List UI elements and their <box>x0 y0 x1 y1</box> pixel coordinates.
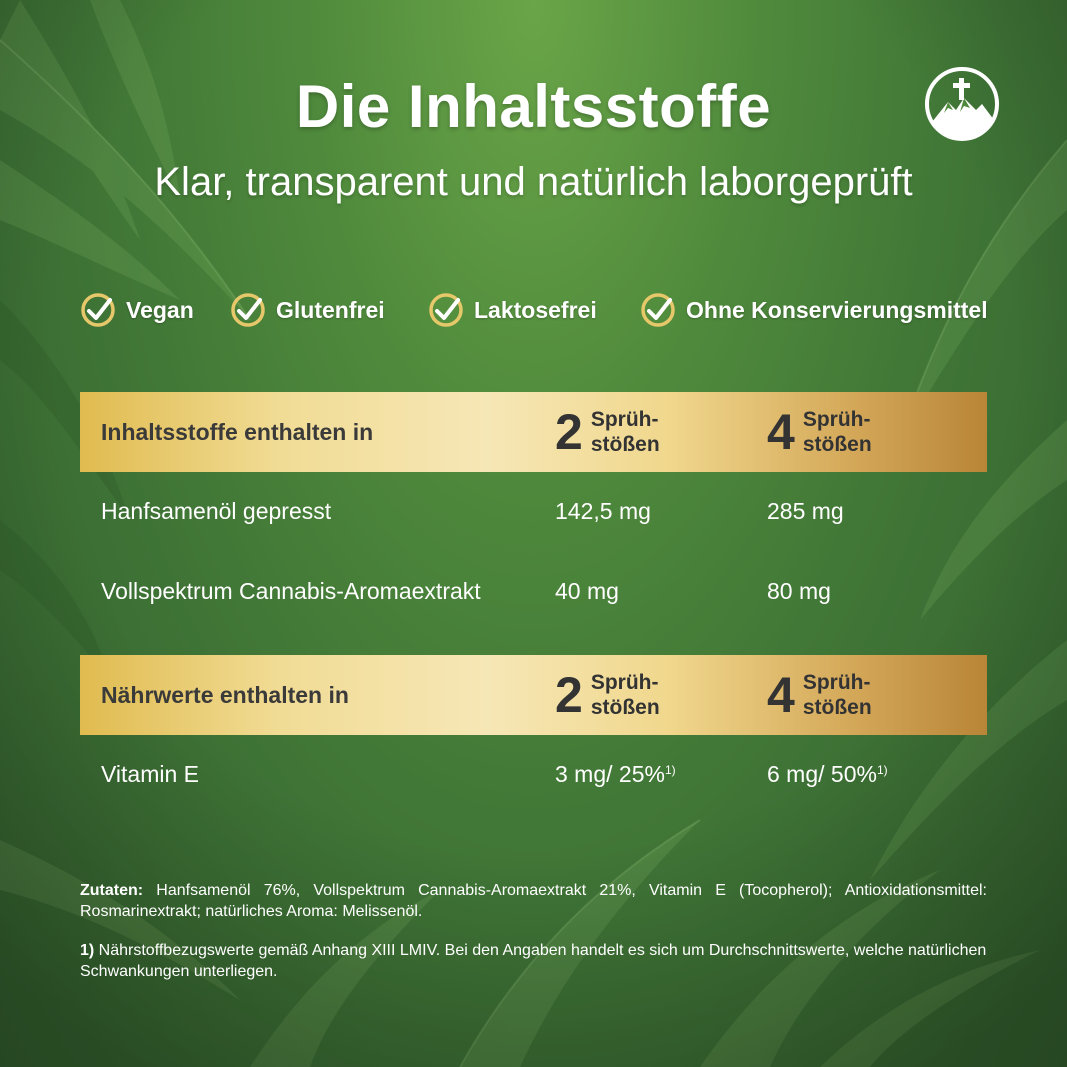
dose-unit: Sprüh-stößen <box>802 671 872 719</box>
dose-column-2: 2 Sprüh-stößen <box>555 392 660 472</box>
ingredient-name: Vollspektrum Cannabis-Aromaextrakt <box>101 578 481 604</box>
nutrients-table-header: Nährwerte enthalten in 2 Sprüh-stößen 4 … <box>80 655 987 735</box>
nutrients-header-label: Nährwerte enthalten in <box>101 682 349 708</box>
page-title: Die Inhaltsstoffe <box>295 73 772 140</box>
value-4-sprays: 80 mg <box>767 578 831 604</box>
badge-label: Vegan <box>126 296 194 323</box>
value-2-sprays: 3 mg/ 25%1) <box>555 761 676 787</box>
value-4-sprays: 6 mg/ 50%1) <box>767 761 888 787</box>
dose-count: 4 <box>767 667 795 723</box>
dose-unit: Sprüh-stößen <box>590 671 660 719</box>
badge-label: Ohne Konservierungsmittel <box>686 296 988 323</box>
footnote-label: 1) <box>80 942 95 959</box>
badge-list: Vegan Glutenfrei Laktosefrei Ohne Konser… <box>80 292 990 332</box>
zutaten-label: Zutaten: <box>80 882 144 899</box>
dose-unit: Sprüh-stößen <box>802 408 872 456</box>
footnote-text: Nährstoffbezugswerte gemäß Anhang XIII L… <box>80 942 987 980</box>
mountain-cross-icon <box>925 67 999 141</box>
page-subtitle: Klar, transparent und natürlich laborgep… <box>154 160 913 204</box>
value-2-sprays: 142,5 mg <box>555 498 651 524</box>
badge-vegan: Vegan <box>80 292 194 328</box>
table-row: Vollspektrum Cannabis-Aromaextrakt 40 mg… <box>80 578 987 618</box>
dose-unit: Sprüh-stößen <box>590 408 660 456</box>
dose-count: 2 <box>555 404 583 460</box>
dose-count: 2 <box>555 667 583 723</box>
dose-column-2: 2 Sprüh-stößen <box>555 655 660 735</box>
value-2-sprays: 40 mg <box>555 578 619 604</box>
leaf-check-icon <box>231 293 265 327</box>
leaf-check-icon <box>641 293 675 327</box>
dose-count: 4 <box>767 404 795 460</box>
ingredients-table-header: Inhaltsstoffe enthalten in 2 Sprüh-stöße… <box>80 392 987 472</box>
badge-ohne-konservierungsmittel: Ohne Konservierungsmittel <box>640 292 988 328</box>
leaf-check-icon <box>429 293 463 327</box>
table-row: Vitamin E 3 mg/ 25%1) 6 mg/ 50%1) <box>80 761 987 801</box>
value-4-sprays: 285 mg <box>767 498 844 524</box>
reference-footnote: 1) Nährstoffbezugswerte gemäß Anhang XII… <box>80 940 987 982</box>
ingredient-name: Hanfsamenöl gepresst <box>101 498 332 524</box>
badge-glutenfrei: Glutenfrei <box>230 292 385 328</box>
leaf-check-icon <box>81 293 115 327</box>
ingredients-header-label: Inhaltsstoffe enthalten in <box>101 419 374 445</box>
badge-laktosefrei: Laktosefrei <box>428 292 597 328</box>
zutaten-text: Hanfsamenöl 76%, Vollspektrum Cannabis-A… <box>80 882 987 920</box>
ingredients-footnote: Zutaten: Hanfsamenöl 76%, Vollspektrum C… <box>80 880 987 922</box>
dose-column-4: 4 Sprüh-stößen <box>767 655 872 735</box>
nutrient-name: Vitamin E <box>101 761 200 787</box>
badge-label: Glutenfrei <box>276 296 385 323</box>
badge-label: Laktosefrei <box>474 296 597 323</box>
dose-column-4: 4 Sprüh-stößen <box>767 392 872 472</box>
table-row: Hanfsamenöl gepresst 142,5 mg 285 mg <box>80 498 987 538</box>
